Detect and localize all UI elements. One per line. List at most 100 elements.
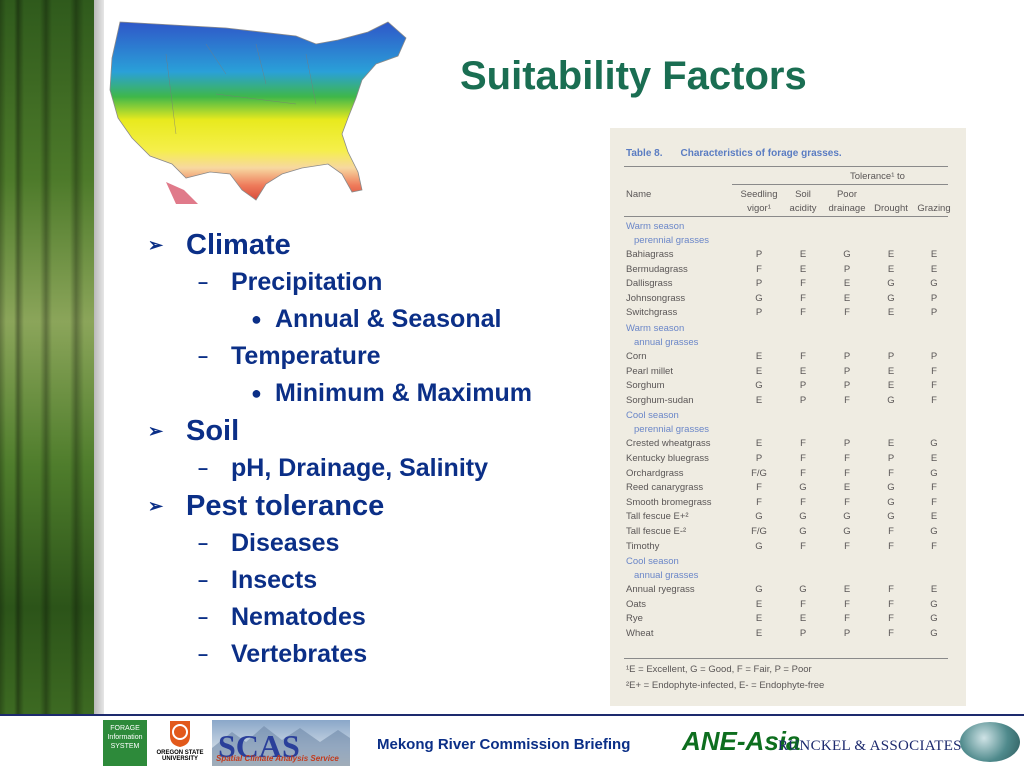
rating-cell: P <box>843 263 851 275</box>
ane-asia-logo: ANE-Asia <box>682 726 801 756</box>
bullet-text: pH, Drainage, Salinity <box>231 454 489 482</box>
grass-name: Sorghum <box>626 380 665 392</box>
rating-cell: E <box>755 365 763 377</box>
rating-cell: F <box>756 263 762 275</box>
rating-cell: G <box>930 438 938 450</box>
table-row: Crested wheatgrass E F P E G <box>626 437 956 452</box>
rating-cell: P <box>930 307 938 319</box>
rating-cell: F <box>844 496 850 508</box>
table-row: Switchgrass P F F E P <box>626 306 956 321</box>
rating-cell: P <box>799 380 807 392</box>
rating-cell: F <box>844 453 850 464</box>
rating-cell: P <box>755 307 763 319</box>
rating-cell: E <box>755 598 763 610</box>
table-rule-header <box>624 216 948 217</box>
table-footnote-2: ²E+ = Endophyte-infected, E- = Endophyte… <box>626 680 825 691</box>
grass-name: Annual ryegrass <box>626 584 695 596</box>
forage-information-system-logo: FORAGE Information SYSTEM <box>103 720 147 766</box>
footer-divider <box>0 714 1024 716</box>
column-header: Poor <box>836 189 858 200</box>
osu-shield-icon <box>170 721 190 747</box>
column-header: Seedling <box>740 189 778 200</box>
rating-cell: E <box>755 438 763 450</box>
table-row: Timothy G F F F F <box>626 540 956 555</box>
rating-cell: F <box>844 613 850 625</box>
grass-name: Kentucky bluegrass <box>626 453 709 464</box>
table-row: Tall fescue E+² G G G G E <box>626 510 956 525</box>
rating-cell: P <box>755 278 763 290</box>
rating-cell: E <box>887 249 895 260</box>
rating-cell: F <box>800 278 806 290</box>
globe-icon <box>960 722 1020 762</box>
rating-cell: F <box>931 496 937 508</box>
rating-cell: P <box>843 628 851 639</box>
column-header: Grazing <box>917 203 951 214</box>
bullet-text: Nematodes <box>231 603 366 631</box>
table-section-heading: Warm season <box>626 323 685 334</box>
bullet-item-level-1: ➢ Soil <box>148 412 588 450</box>
dash-bullet-icon: – <box>198 533 209 553</box>
rating-cell: G <box>799 584 807 596</box>
rating-cell: E <box>930 511 938 523</box>
column-header: Drought <box>874 203 908 214</box>
rating-cell: G <box>930 613 938 625</box>
grass-name: Sorghum-sudan <box>626 394 694 406</box>
rating-cell: G <box>887 482 895 494</box>
table-caption: Characteristics of forage grasses. <box>680 148 842 159</box>
table-section-heading: perennial grasses <box>634 424 709 436</box>
rating-cell: F <box>756 482 762 494</box>
page-title: Suitability Factors <box>460 54 807 98</box>
bullet-list: ➢ Climate – Precipitation ● Annual & Seasonal… <box>148 226 588 673</box>
rating-cell: G <box>930 628 938 639</box>
arrow-bullet-icon: ➢ <box>148 235 164 255</box>
table-row: Pearl millet E E P E F <box>626 365 956 380</box>
rating-cell: G <box>799 526 807 537</box>
rating-cell: F <box>888 467 894 479</box>
rating-cell: F <box>888 584 894 596</box>
rating-cell: E <box>930 249 938 260</box>
rating-cell: F <box>800 453 806 464</box>
rating-cell: G <box>843 249 851 260</box>
bullet-item-level-2: – Diseases <box>148 525 588 562</box>
bullet-item-level-1: ➢ Pest tolerance <box>148 487 588 525</box>
rating-cell: E <box>755 394 763 406</box>
arrow-bullet-icon: ➢ <box>148 496 164 516</box>
table-row: Smooth bromegrass F F F G F <box>626 496 956 511</box>
grass-name: Bermudagrass <box>626 263 688 275</box>
dot-bullet-icon: ● <box>251 309 262 329</box>
rating-cell: E <box>887 365 895 377</box>
bullet-text: Pest tolerance <box>186 490 385 522</box>
bullet-text: Insects <box>231 566 318 594</box>
table-section-heading: Cool season <box>626 410 679 422</box>
grass-name: Switchgrass <box>626 307 678 319</box>
rating-cell: G <box>930 598 938 610</box>
table-row: Orchardgrass F/G F F F G <box>626 467 956 482</box>
rating-cell: G <box>887 511 895 523</box>
scas-logo-text: SCAS <box>218 728 300 764</box>
rating-cell: E <box>887 380 895 392</box>
table-footnote-1: ¹E = Excellent, G = Good, F = Fair, P = … <box>626 664 812 675</box>
rating-cell: E <box>843 292 851 304</box>
bullet-text: Annual & Seasonal <box>275 305 502 333</box>
rating-cell: G <box>755 511 763 523</box>
rating-cell: G <box>755 540 763 552</box>
rating-cell: F <box>756 496 762 508</box>
grass-photo-strip <box>0 0 94 715</box>
scas-logo-subtitle: Spatial Climate Analysis Service <box>216 754 339 763</box>
column-header: vigor¹ <box>747 203 771 214</box>
table-section-heading: Warm season <box>626 221 685 232</box>
rating-cell: G <box>843 526 851 537</box>
bullet-text: Climate <box>186 229 291 261</box>
rating-cell: P <box>755 249 763 260</box>
column-header: drainage <box>828 203 866 214</box>
rating-cell: E <box>930 263 938 275</box>
bullet-text: Diseases <box>231 529 340 557</box>
rating-cell: F <box>800 496 806 508</box>
bullet-text: Temperature <box>231 342 381 370</box>
grass-name: Tall fescue E+² <box>626 511 689 523</box>
bullet-item-level-2: – Nematodes <box>148 599 588 636</box>
rating-cell: E <box>799 613 807 625</box>
table-row: Bermudagrass F E P E E <box>626 263 956 278</box>
rating-cell: E <box>887 438 895 450</box>
grass-name: Pearl millet <box>626 365 673 377</box>
